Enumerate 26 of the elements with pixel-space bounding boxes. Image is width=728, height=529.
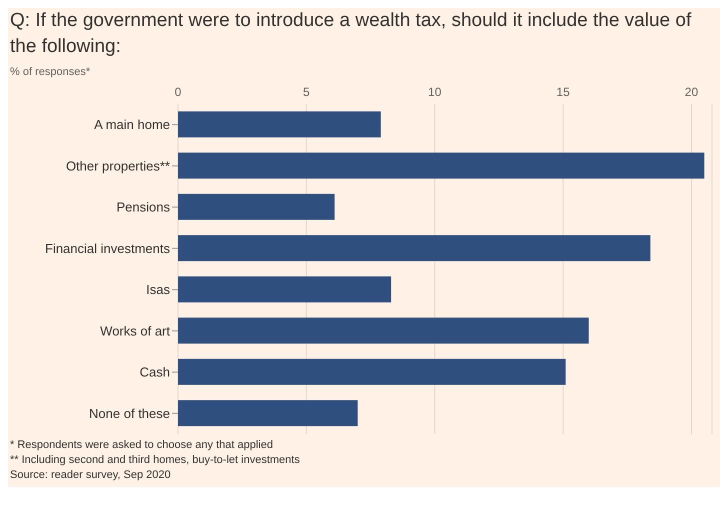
bar bbox=[178, 194, 335, 220]
text: * Respondents were asked to choose any that applied bbox=[10, 438, 274, 453]
y-tick-label: Cash bbox=[140, 364, 170, 380]
x-tick-label: 15 bbox=[556, 85, 570, 99]
bar bbox=[178, 152, 704, 179]
bar bbox=[178, 276, 392, 302]
y-tick-label: A main home bbox=[94, 117, 170, 132]
x-tick-label: 10 bbox=[428, 85, 442, 99]
y-tick-label: Pensions bbox=[116, 200, 170, 215]
x-tick-label: 20 bbox=[684, 85, 698, 99]
bar bbox=[178, 235, 650, 262]
text: ** Including second and third homes, buy-to-let investments bbox=[10, 453, 301, 468]
text: % of responses* bbox=[10, 66, 92, 78]
y-tick-label: Other properties** bbox=[66, 158, 170, 174]
x-tick-label: 5 bbox=[303, 85, 310, 99]
source-note: Source: reader survey, Sep 2020 bbox=[10, 468, 172, 483]
y-tick-label: Isas bbox=[146, 282, 170, 298]
bar bbox=[178, 111, 381, 138]
y-tick-label: None of these bbox=[89, 406, 170, 421]
bar bbox=[178, 358, 566, 385]
bar bbox=[178, 318, 589, 344]
y-tick-label: Financial investments bbox=[45, 240, 170, 256]
x-tick-label: 0 bbox=[174, 85, 182, 99]
bar bbox=[178, 400, 358, 426]
y-tick-label: Works of art bbox=[100, 323, 170, 338]
chart-title: Q: If the government were to introduce a wealth tax, should it include the value of the following: bbox=[9, 9, 692, 59]
